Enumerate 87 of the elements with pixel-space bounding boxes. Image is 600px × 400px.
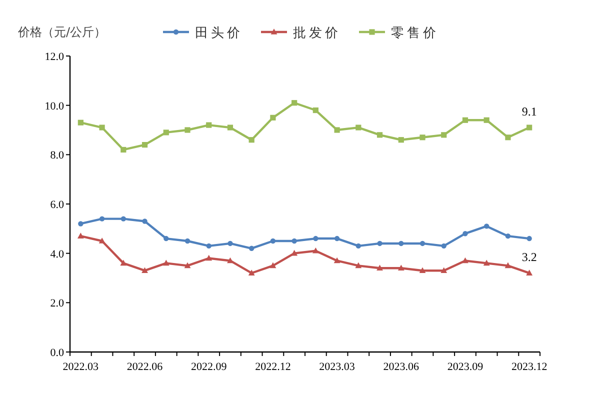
point bbox=[99, 216, 105, 222]
legend-label: 批发价 bbox=[293, 26, 341, 41]
point bbox=[120, 216, 126, 222]
point bbox=[270, 114, 276, 120]
point bbox=[248, 137, 254, 143]
point bbox=[227, 257, 234, 264]
point bbox=[462, 257, 468, 264]
y-tick-label: 6.0 bbox=[50, 199, 64, 211]
point bbox=[164, 236, 169, 242]
point bbox=[142, 142, 148, 148]
point bbox=[270, 238, 276, 244]
point bbox=[228, 240, 233, 246]
point bbox=[441, 132, 447, 138]
point bbox=[462, 117, 468, 123]
point bbox=[440, 267, 448, 273]
point bbox=[312, 247, 319, 254]
point bbox=[98, 238, 106, 244]
point bbox=[505, 134, 511, 140]
point bbox=[483, 260, 490, 266]
point bbox=[184, 238, 190, 244]
x-tick-label: 2022.06 bbox=[126, 361, 164, 373]
point bbox=[484, 224, 490, 229]
x-tick-label: 2023.03 bbox=[319, 361, 356, 373]
point bbox=[505, 233, 511, 239]
point bbox=[120, 260, 127, 266]
point bbox=[312, 107, 318, 114]
point bbox=[313, 236, 318, 242]
point bbox=[398, 137, 404, 143]
point bbox=[376, 264, 383, 271]
point bbox=[248, 270, 255, 276]
point bbox=[526, 270, 533, 276]
x-tick-label: 2022.09 bbox=[190, 361, 228, 373]
point bbox=[334, 127, 340, 133]
point bbox=[162, 260, 170, 266]
point bbox=[270, 262, 276, 268]
point bbox=[420, 240, 426, 246]
x-tick-label: 2022.12 bbox=[255, 361, 291, 373]
y-tick-label: 0.0 bbox=[50, 347, 64, 359]
point bbox=[99, 124, 105, 130]
point bbox=[206, 254, 212, 261]
point bbox=[462, 231, 468, 236]
point bbox=[163, 130, 169, 136]
point bbox=[334, 236, 340, 242]
point bbox=[355, 262, 362, 268]
point bbox=[227, 124, 234, 130]
point bbox=[377, 240, 382, 246]
y-tick-label: 12.0 bbox=[44, 51, 64, 63]
data-label: 9.1 bbox=[522, 104, 537, 119]
point bbox=[292, 100, 298, 106]
point bbox=[184, 262, 191, 268]
x-tick-label: 2023.06 bbox=[383, 361, 420, 373]
point bbox=[376, 132, 383, 138]
point bbox=[398, 264, 404, 271]
point bbox=[78, 120, 84, 126]
point bbox=[356, 243, 362, 249]
y-tick-label: 4.0 bbox=[50, 248, 64, 260]
point bbox=[356, 124, 362, 130]
x-tick-label: 2022.03 bbox=[62, 361, 100, 373]
point bbox=[398, 240, 404, 246]
x-tick-label: 2023.12 bbox=[511, 361, 548, 373]
legend-label: 零售价 bbox=[391, 26, 439, 41]
point bbox=[334, 257, 340, 264]
point bbox=[419, 267, 426, 273]
point bbox=[292, 238, 297, 244]
data-label: 3.2 bbox=[522, 250, 537, 264]
point bbox=[206, 122, 212, 128]
point bbox=[184, 127, 190, 133]
point bbox=[441, 243, 446, 249]
point bbox=[291, 250, 298, 256]
point bbox=[526, 124, 532, 130]
point bbox=[78, 221, 84, 226]
legend-label: 田头价 bbox=[195, 26, 243, 41]
point bbox=[526, 236, 532, 242]
point bbox=[120, 146, 126, 153]
point bbox=[504, 262, 512, 268]
point bbox=[484, 117, 490, 123]
point bbox=[77, 232, 84, 238]
point bbox=[142, 267, 148, 273]
y-axis-title: 价格（元/公斤） bbox=[16, 25, 106, 39]
x-tick-label: 2023.09 bbox=[447, 361, 484, 373]
point bbox=[206, 243, 212, 249]
point bbox=[248, 246, 254, 251]
point bbox=[142, 218, 148, 224]
point bbox=[420, 134, 426, 140]
y-tick-label: 10.0 bbox=[44, 100, 64, 112]
y-tick-label: 8.0 bbox=[50, 150, 64, 162]
y-tick-label: 2.0 bbox=[50, 298, 64, 310]
